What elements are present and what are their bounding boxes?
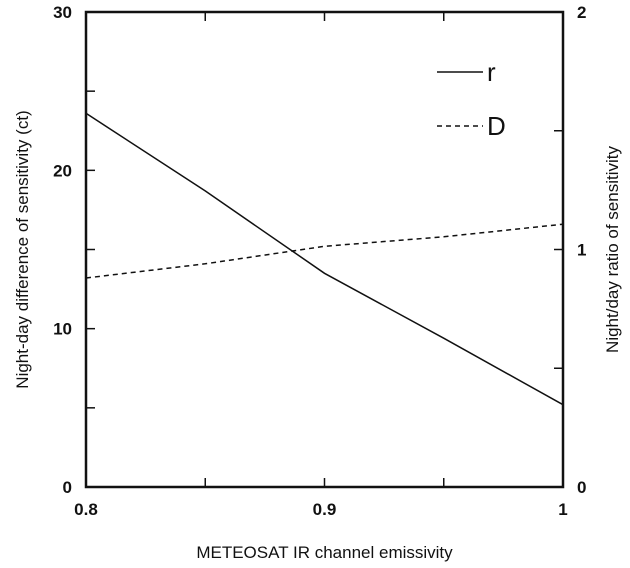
y-axis-right-title: Night/day ratio of sensitivity [603, 146, 622, 353]
y-axis-left-title: Night-day difference of sensitivity (ct) [13, 110, 32, 388]
series-r-line [85, 112, 564, 406]
x-tick-label: 0.9 [313, 500, 337, 519]
plot-frame [84, 10, 565, 489]
legend-label-D: D [487, 111, 506, 141]
y-right-tick-label: 2 [577, 3, 586, 22]
x-tick-label: 0.8 [74, 500, 98, 519]
legend-label-r: r [487, 57, 496, 87]
x-axis-title: METEOSAT IR channel emissivity [196, 543, 453, 562]
y-right-tick-label: 1 [577, 241, 586, 260]
series-D-line [85, 223, 564, 279]
legend: rD [437, 57, 506, 141]
series-layer [85, 112, 564, 406]
y-left-tick-label: 10 [53, 320, 72, 339]
x-tick-label: 1 [558, 500, 567, 519]
y-right-tick-label: 0 [577, 478, 586, 497]
y-left-tick-label: 0 [63, 478, 72, 497]
y-left-tick-label: 30 [53, 3, 72, 22]
y-left-tick-label: 20 [53, 161, 72, 180]
